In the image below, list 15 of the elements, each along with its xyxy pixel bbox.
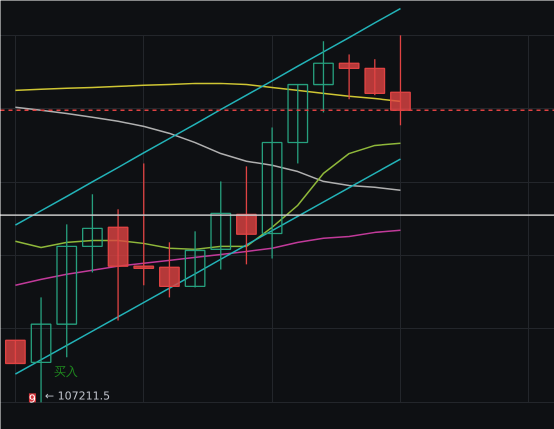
candlestick [236,166,257,266]
candlestick [184,230,206,288]
candlestick [338,54,360,100]
annotation: ← 107211.5 [44,389,110,402]
candlestick [287,84,308,164]
candlestick [133,162,154,286]
candlestick [159,242,180,298]
candlestick [82,194,103,274]
candlestick [210,180,232,270]
annotation: 买入 [54,364,78,378]
candlestick [4,340,26,364]
candlestick [313,40,334,114]
candlestick [56,224,78,358]
candlestick [262,126,283,260]
annotation: 9 [28,392,36,406]
